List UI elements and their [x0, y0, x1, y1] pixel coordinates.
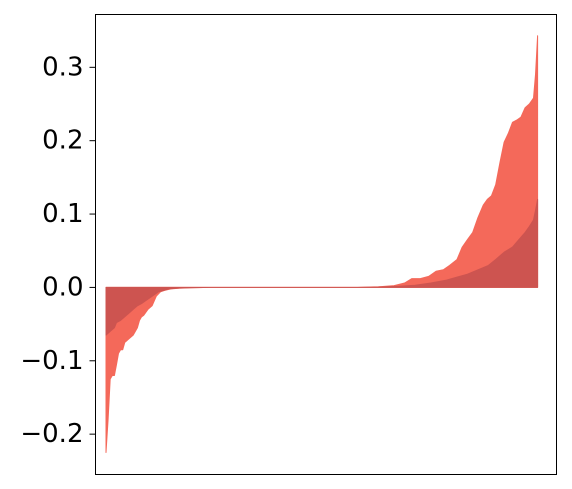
area-series-1 — [105, 35, 539, 453]
y-tick-label: −0.1 — [20, 346, 83, 376]
area-series-2 — [105, 198, 539, 336]
y-tick-label: 0.0 — [42, 272, 83, 302]
y-tick-label: 0.1 — [42, 199, 83, 229]
y-axis: 0.3 0.2 0.1 0.0 −0.1 −0.2 — [20, 52, 96, 449]
y-tick-label: 0.3 — [42, 52, 83, 82]
y-tick-label: −0.2 — [20, 419, 83, 449]
plot-frame — [95, 14, 557, 475]
series-layer — [105, 35, 539, 453]
y-tick-label: 0.2 — [42, 126, 83, 156]
